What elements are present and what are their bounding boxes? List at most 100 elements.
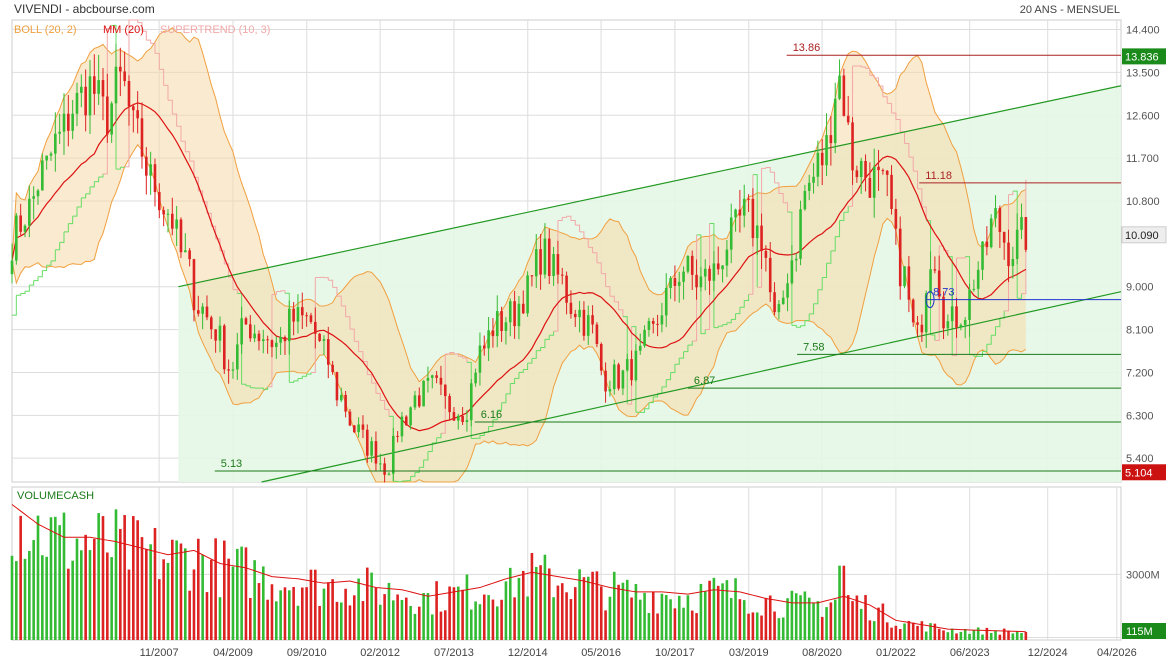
bollinger-lower xyxy=(11,143,1027,483)
y-tick-label: 11.700 xyxy=(1126,153,1159,165)
volume-bar xyxy=(45,556,48,640)
candle xyxy=(981,241,984,281)
candle-body xyxy=(448,396,451,413)
volume-bar xyxy=(760,615,763,640)
candle-body xyxy=(387,473,391,475)
candle-body xyxy=(97,80,100,94)
supertrend-segment xyxy=(501,393,507,404)
candle xyxy=(599,342,603,376)
supertrend-segment xyxy=(939,245,945,251)
volume-bar xyxy=(114,509,118,640)
volume-bar xyxy=(673,608,677,640)
volume-bar xyxy=(500,599,503,640)
candle xyxy=(292,302,295,336)
candle xyxy=(348,408,352,427)
candle-body xyxy=(365,429,369,456)
volume-bar xyxy=(430,614,434,640)
volume-bar xyxy=(331,579,334,640)
y-tick-label: 14.400 xyxy=(1126,25,1160,37)
candle xyxy=(1015,213,1019,265)
volume-bar xyxy=(84,534,87,640)
volume-bar xyxy=(920,621,924,640)
supertrend-segment xyxy=(731,313,737,320)
volume-bar xyxy=(773,611,776,640)
candle xyxy=(422,380,425,407)
volume-bar xyxy=(812,603,815,640)
volume-bar xyxy=(716,585,720,640)
supertrend-segment xyxy=(16,293,22,296)
candle-body xyxy=(829,135,833,144)
candle xyxy=(963,317,967,339)
price-badge-label: 13.836 xyxy=(1125,51,1159,63)
supertrend-segment xyxy=(514,372,520,379)
volume-bar xyxy=(842,565,846,640)
candle xyxy=(175,205,178,247)
candle xyxy=(426,366,430,393)
candle xyxy=(179,217,183,258)
candle xyxy=(881,168,885,175)
volume-bar xyxy=(171,539,174,640)
candle xyxy=(257,330,261,351)
bollinger-upper xyxy=(11,27,1027,383)
candle-body xyxy=(812,176,815,183)
level-label: 5.13 xyxy=(221,458,242,470)
volume-bar xyxy=(62,512,66,640)
volume-bar xyxy=(456,586,460,640)
candle xyxy=(816,140,820,187)
candle xyxy=(686,255,690,274)
candle xyxy=(218,316,222,353)
candle-body xyxy=(149,164,152,176)
supertrend-segment xyxy=(497,402,503,411)
supertrend-segment xyxy=(24,285,30,292)
supertrend-segment xyxy=(367,374,373,384)
supertrend-segment xyxy=(133,19,139,23)
supertrend-segment xyxy=(76,197,82,208)
volume-bar xyxy=(508,567,512,640)
volume-bar xyxy=(556,585,560,640)
candle xyxy=(309,312,313,324)
volume-bar xyxy=(378,604,382,640)
candle-body xyxy=(677,281,681,286)
candle xyxy=(192,258,196,322)
candle-body xyxy=(158,192,161,211)
supertrend-segment xyxy=(826,250,832,264)
supertrend-segment xyxy=(726,319,732,324)
candle xyxy=(41,153,44,191)
volume-bar xyxy=(93,538,96,640)
candle xyxy=(62,93,66,155)
candle-body xyxy=(643,329,646,346)
candle xyxy=(543,223,547,279)
candle-body xyxy=(612,364,616,390)
supertrend-segment xyxy=(527,358,533,364)
volume-bar xyxy=(71,560,74,640)
candle xyxy=(80,74,83,108)
candle-body xyxy=(920,324,924,333)
last-price-badge xyxy=(1121,226,1167,244)
candle-body xyxy=(738,209,742,216)
candle xyxy=(898,216,902,300)
candle-body xyxy=(734,209,737,218)
supertrend-segment xyxy=(952,258,958,357)
supertrend-segment xyxy=(575,224,581,232)
candle-body xyxy=(699,276,703,288)
supertrend-segment xyxy=(978,351,984,357)
volume-bar xyxy=(712,577,716,640)
supertrend-segment xyxy=(55,242,61,251)
volume-bar xyxy=(721,583,724,640)
volume-bar xyxy=(197,538,200,640)
candle-body xyxy=(660,315,664,325)
candle-body xyxy=(292,308,295,322)
volume-bar xyxy=(413,613,417,640)
candle-body xyxy=(885,170,889,175)
candle-body xyxy=(703,268,707,277)
volume-bar xyxy=(794,593,798,640)
supertrend-segment xyxy=(115,167,121,170)
candle-body xyxy=(539,249,542,275)
candle-body xyxy=(279,337,282,343)
volume-bar xyxy=(179,543,183,640)
candle xyxy=(1020,203,1023,240)
supertrend-segment xyxy=(1008,191,1014,196)
volume-bar xyxy=(491,599,495,640)
candle xyxy=(955,297,958,338)
candle-body xyxy=(816,152,820,177)
